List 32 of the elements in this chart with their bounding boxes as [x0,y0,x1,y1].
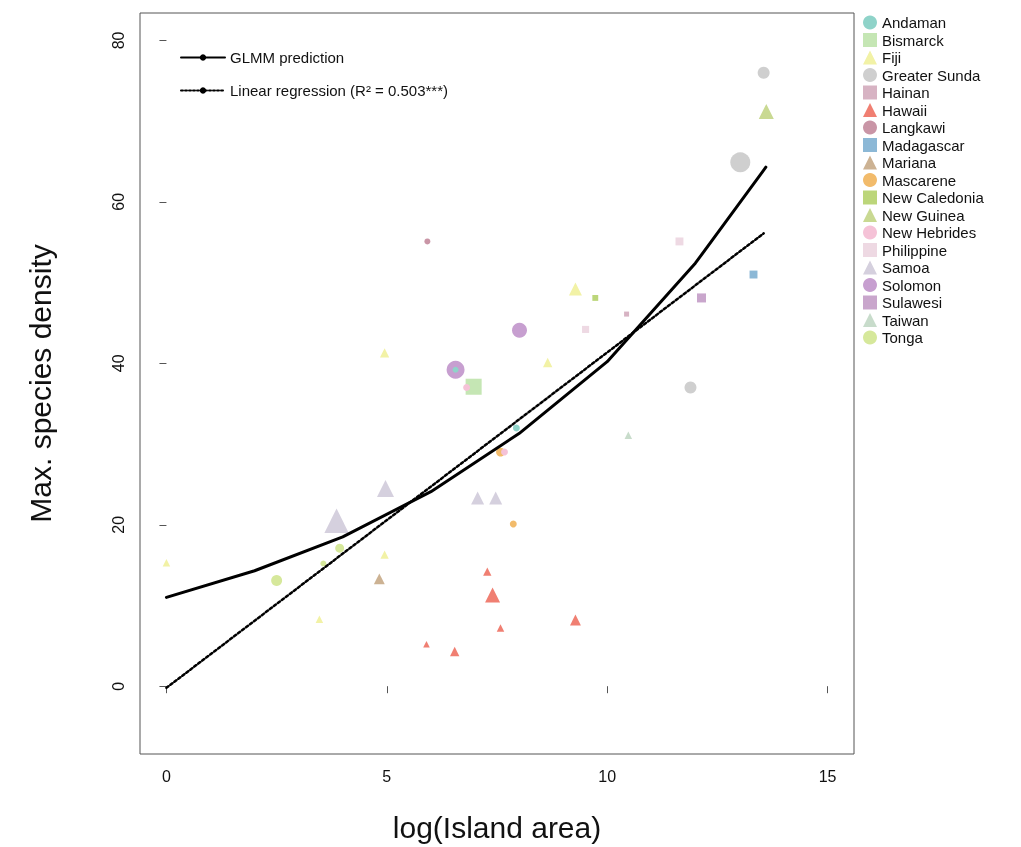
legend-label: Philippine [882,241,948,259]
legend-label: Fiji [882,49,902,66]
legend-label: Langkawi [882,119,946,136]
legend-label: Solomon [882,276,942,294]
legend-label: Sulawesi [882,294,943,311]
legend-label: Andaman [882,14,947,31]
legend-label: Samoa [882,259,931,276]
x-tick-label: 0 [161,767,171,785]
y-tick-label: 80 [109,31,127,50]
y-axis-title: Max. species density [23,244,57,523]
legend-label: Mascarene [882,171,957,189]
y-tick-label: 0 [109,681,127,691]
legend-label: New Guinea [882,206,966,224]
legend-label: Greater Sunda [882,66,982,84]
legend-label: New Hebrides [882,224,977,241]
legend-label: Hainan [882,84,930,101]
x-tick-label: 10 [598,767,617,785]
legend-label: Mariana [882,154,937,171]
x-tick-label: 5 [382,767,392,785]
legend-label: GLMM prediction [230,49,345,66]
legend-label: Hawaii [882,101,928,119]
legend-label: Bismarck [882,31,945,49]
legend-label: New Caledonia [882,189,985,206]
x-tick-label: 15 [818,767,837,785]
y-tick-label: 20 [109,515,127,534]
legend-label: Linear regression (R² = 0.503***) [230,82,449,99]
y-tick-label: 40 [109,354,127,373]
legend-label: Taiwan [882,311,929,329]
legend-label: Madagascar [882,136,965,154]
legend-label: Tonga [882,329,924,346]
x-axis-title: log(Island area) [392,810,602,844]
y-tick-label: 60 [109,192,127,211]
